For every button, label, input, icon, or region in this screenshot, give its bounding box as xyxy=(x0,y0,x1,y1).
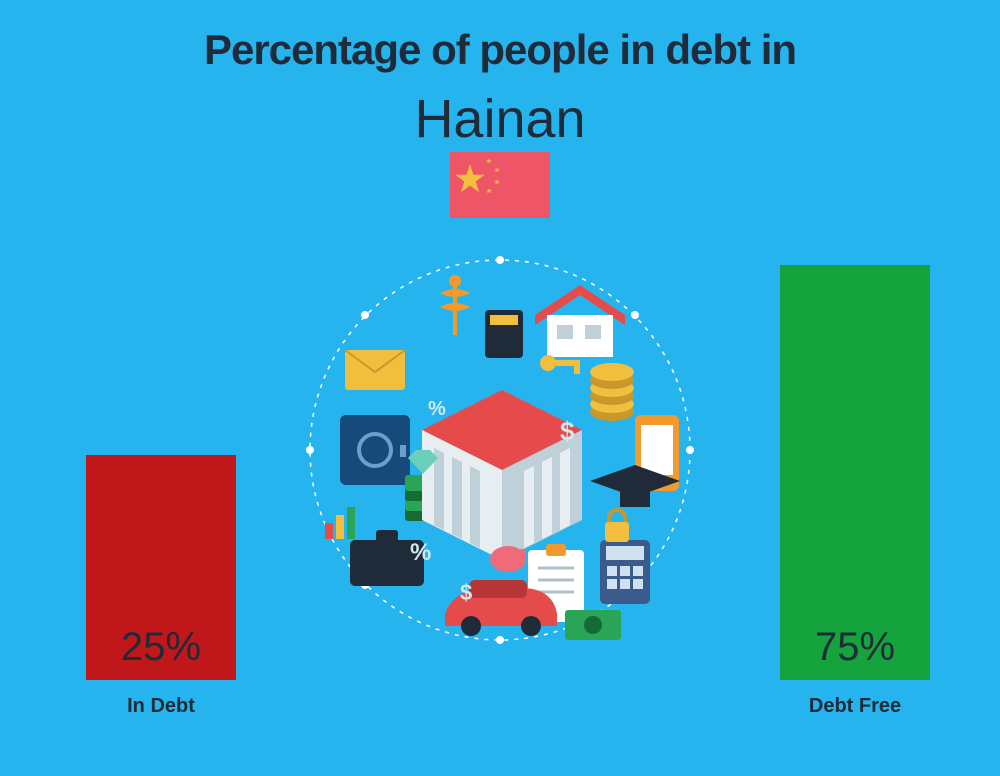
svg-text:$: $ xyxy=(560,416,575,446)
bar-in-debt: 25% In Debt xyxy=(86,455,236,680)
bar-debt-free-label: Debt Free xyxy=(809,695,901,718)
infographic-canvas: Percentage of people in debt in Hainan 2… xyxy=(0,0,1000,776)
china-flag-icon xyxy=(450,152,550,218)
finance-illustration-icon: $ $ % % xyxy=(290,240,710,660)
svg-text:%: % xyxy=(410,539,431,566)
title-text: Percentage of people in debt in xyxy=(0,26,1000,74)
bar-in-debt-value: 25% xyxy=(113,615,209,680)
bar-in-debt-label: In Debt xyxy=(127,695,195,718)
svg-text:%: % xyxy=(428,398,446,420)
bar-debt-free: 75% Debt Free xyxy=(780,265,930,680)
subtitle-text: Hainan xyxy=(0,88,1000,150)
bar-debt-free-value: 75% xyxy=(807,615,903,680)
svg-text:$: $ xyxy=(460,580,472,605)
